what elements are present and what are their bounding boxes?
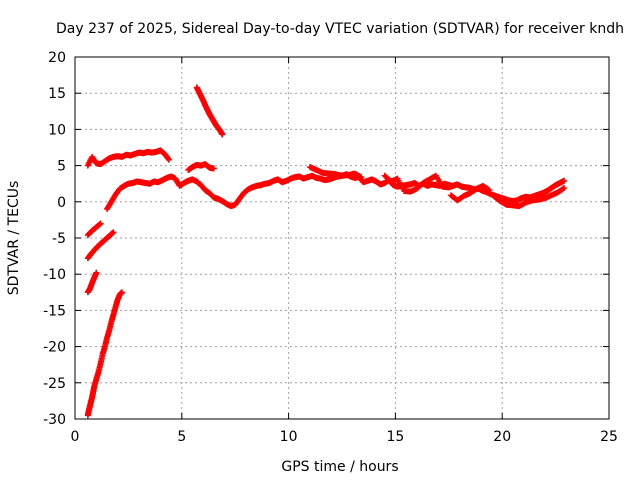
y-tick-label: 15: [48, 86, 66, 102]
data-point: [97, 220, 104, 227]
data-point: [165, 156, 172, 163]
data-point: [118, 289, 125, 296]
series-arc-j: [381, 172, 459, 195]
series-arc-b: [84, 289, 125, 419]
y-tick-label: -10: [43, 267, 66, 283]
axis-ticks: 0 5 10 15 20 25 -30 -25 -20 -15 -10 -5 0 5 10 15 20: [43, 50, 618, 445]
data-point: [358, 174, 365, 181]
series-arc-i: [306, 164, 365, 181]
series-arc-e: [84, 220, 104, 239]
data-point: [560, 185, 567, 192]
y-tick-label: -20: [43, 340, 66, 356]
y-tick-label: 10: [48, 122, 66, 138]
grid: [75, 57, 609, 419]
series-arc-h: [193, 84, 226, 138]
y-tick-label: -5: [52, 231, 66, 247]
data-points: [84, 84, 568, 419]
data-point: [110, 229, 117, 236]
data-point: [486, 187, 493, 194]
x-tick-label: 10: [280, 429, 298, 445]
y-tick-label: -15: [43, 303, 66, 319]
series-arc-f: [104, 171, 568, 213]
y-tick-label: 0: [57, 195, 66, 211]
y-tick-label: -30: [43, 412, 66, 428]
data-point: [165, 155, 172, 162]
x-tick-label: 0: [71, 429, 80, 445]
data-point: [93, 269, 100, 276]
data-point: [561, 185, 568, 192]
plot-frame: [74, 56, 610, 420]
data-point: [452, 182, 459, 189]
chart-title: Day 237 of 2025, Sidereal Day-to-day VTE…: [56, 21, 624, 37]
x-tick-label: 25: [600, 429, 618, 445]
series-arc-a: [84, 147, 172, 169]
y-tick-label: -25: [43, 376, 66, 392]
data-point: [210, 165, 217, 172]
data-point: [561, 177, 568, 184]
data-point: [219, 131, 226, 138]
data-point: [485, 186, 492, 193]
x-axis-label: GPS time / hours: [281, 459, 398, 475]
series-arc-d: [84, 229, 117, 262]
y-axis-label: SDTVAR / TECUs: [6, 181, 22, 296]
series-arc-c: [84, 269, 100, 296]
y-tick-label: 20: [48, 50, 66, 66]
x-tick-label: 5: [177, 429, 186, 445]
series-arc-k: [447, 182, 493, 204]
series-arc-g: [185, 161, 217, 173]
x-tick-label: 20: [493, 429, 511, 445]
x-tick-label: 15: [386, 429, 404, 445]
y-tick-label: 5: [57, 159, 66, 175]
series-arc-l: [490, 185, 568, 210]
